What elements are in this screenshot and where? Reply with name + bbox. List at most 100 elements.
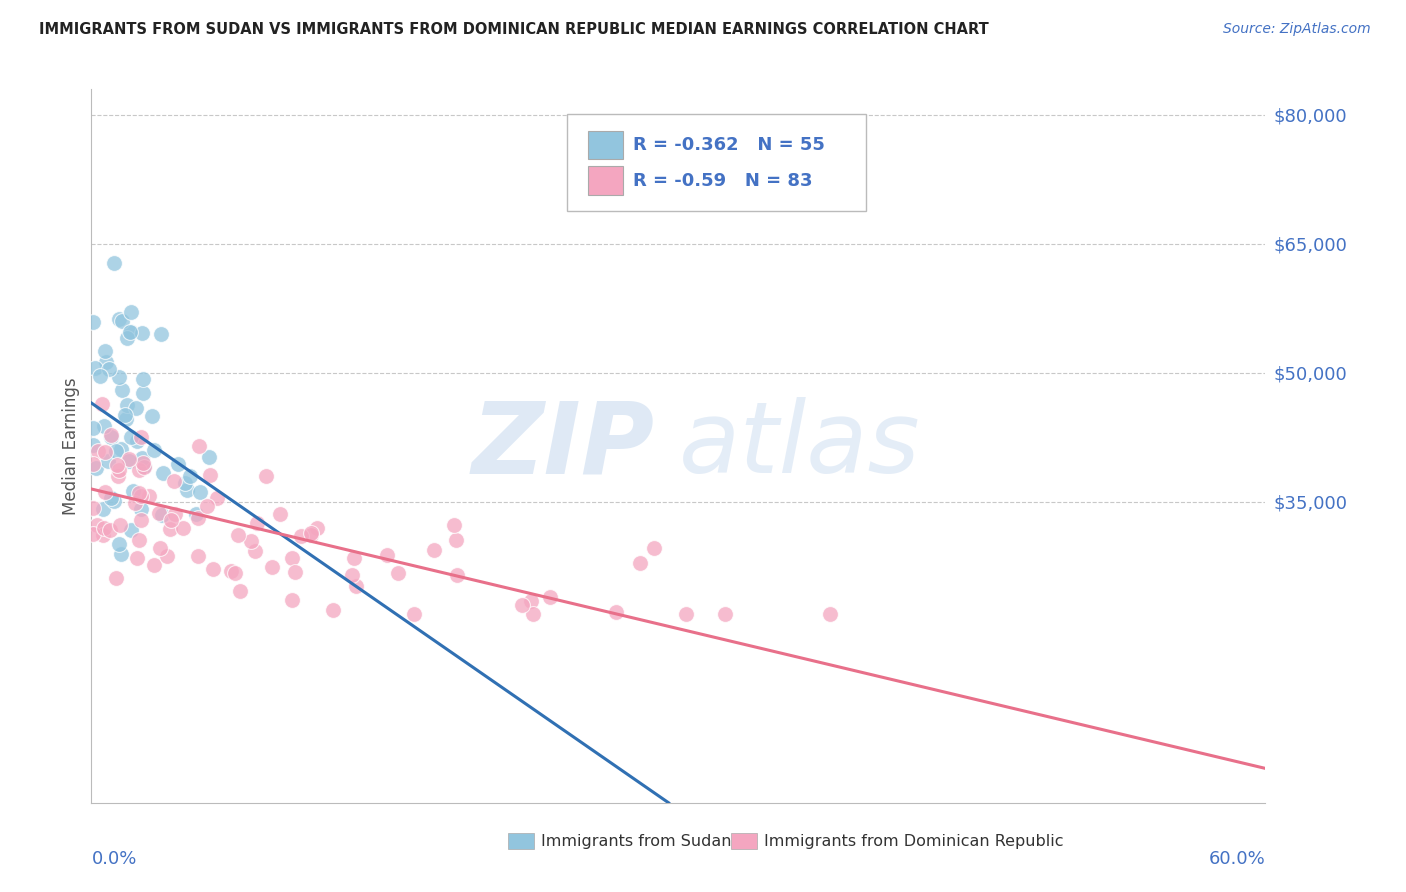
Point — [120, 523, 142, 537]
Point — [443, 518, 465, 533]
Text: Immigrants from Dominican Republic: Immigrants from Dominican Republic — [763, 834, 1063, 849]
Point — [100, 430, 122, 444]
Point — [149, 326, 172, 341]
Point — [132, 456, 155, 470]
Point — [82, 421, 104, 435]
Point — [520, 593, 543, 607]
Point — [91, 528, 114, 542]
Point — [299, 526, 322, 541]
Point — [108, 370, 131, 384]
Point — [160, 513, 183, 527]
Point — [187, 510, 209, 524]
Text: R = -0.59   N = 83: R = -0.59 N = 83 — [633, 171, 813, 189]
FancyBboxPatch shape — [508, 833, 534, 849]
Text: Immigrants from Sudan: Immigrants from Sudan — [541, 834, 731, 849]
Point — [246, 516, 269, 530]
Point — [93, 521, 115, 535]
Point — [167, 457, 190, 471]
Point — [108, 537, 131, 551]
Point — [111, 383, 134, 397]
Point — [82, 501, 104, 516]
Point — [155, 549, 177, 564]
Point — [94, 343, 117, 358]
Point — [131, 326, 153, 340]
Point — [387, 566, 409, 581]
Point — [84, 460, 107, 475]
Point — [159, 522, 181, 536]
Point — [125, 401, 148, 415]
Point — [714, 607, 737, 621]
Point — [198, 468, 221, 483]
Point — [343, 550, 366, 565]
Point — [82, 315, 104, 329]
Point — [299, 528, 322, 542]
Point — [108, 312, 131, 326]
Text: Source: ZipAtlas.com: Source: ZipAtlas.com — [1223, 22, 1371, 37]
Point — [172, 521, 194, 535]
Point — [423, 542, 446, 557]
Point — [375, 548, 398, 562]
Point — [142, 442, 165, 457]
Point — [89, 368, 111, 383]
Point — [114, 409, 136, 423]
Point — [148, 507, 170, 521]
Point — [128, 533, 150, 548]
Point — [142, 558, 165, 573]
Point — [141, 409, 163, 424]
Point — [510, 599, 533, 613]
Point — [820, 607, 842, 621]
Point — [115, 398, 138, 412]
Point — [129, 489, 152, 503]
Text: 60.0%: 60.0% — [1209, 850, 1265, 868]
Point — [176, 483, 198, 498]
Point — [132, 460, 155, 475]
Point — [152, 466, 174, 480]
Point — [605, 605, 627, 619]
Point — [86, 518, 108, 533]
Point — [131, 450, 153, 465]
Point — [128, 485, 150, 500]
Point — [446, 567, 468, 582]
Point — [165, 507, 187, 521]
Point — [124, 495, 146, 509]
Point — [149, 541, 172, 555]
Point — [205, 491, 228, 506]
Point — [129, 429, 152, 443]
Point — [103, 493, 125, 508]
Point — [118, 325, 141, 339]
Point — [322, 603, 344, 617]
Point — [221, 564, 243, 578]
Point — [228, 584, 250, 599]
Point — [97, 454, 120, 468]
Point — [105, 458, 128, 473]
Point — [108, 463, 131, 477]
Point — [269, 507, 291, 521]
Text: ZIP: ZIP — [472, 398, 655, 494]
Point — [188, 484, 211, 499]
Point — [94, 444, 117, 458]
Point — [121, 325, 143, 339]
Point — [83, 360, 105, 375]
Point — [344, 579, 367, 593]
Point — [118, 454, 141, 468]
Point — [100, 427, 122, 442]
Point — [120, 305, 142, 319]
Point — [91, 502, 114, 516]
Point — [174, 475, 197, 490]
Point — [128, 463, 150, 477]
Point — [290, 529, 312, 543]
Point — [104, 444, 127, 458]
Point — [132, 372, 155, 386]
Point — [91, 397, 114, 411]
Point — [100, 491, 122, 505]
FancyBboxPatch shape — [731, 833, 756, 849]
FancyBboxPatch shape — [588, 166, 623, 194]
Point — [125, 434, 148, 448]
Point — [188, 439, 211, 453]
Point — [94, 355, 117, 369]
Point — [226, 527, 249, 541]
Point — [82, 438, 104, 452]
Point — [120, 430, 142, 444]
Point — [107, 468, 129, 483]
Point — [281, 551, 304, 566]
